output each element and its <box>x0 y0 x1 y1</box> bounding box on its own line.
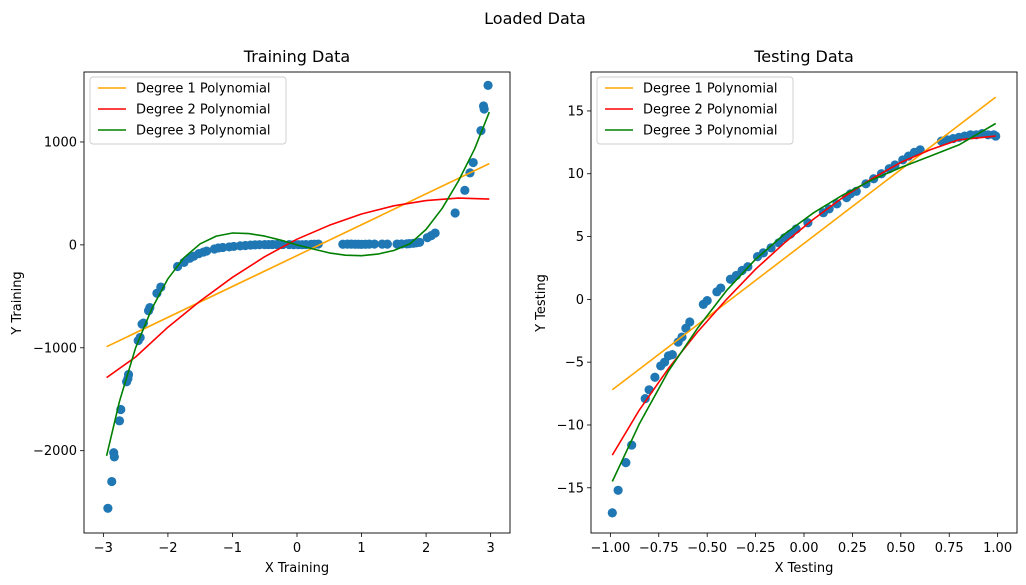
training-data-point <box>369 239 380 249</box>
training-legend: Degree 1 Polynomial Degree 2 Polynomial De… <box>89 76 287 145</box>
training-y-tick-label: −2000 <box>33 444 77 459</box>
testing-y-tick-label: −5 <box>565 356 584 371</box>
testing-data-point <box>644 385 654 395</box>
training-data-point <box>415 237 425 247</box>
testing-data-point <box>766 243 776 253</box>
training-series-line-degree-3 <box>105 111 491 456</box>
testing-y-tick-label: 10 <box>567 167 584 182</box>
testing-legend-label-degree-2: Degree 2 Polynomial <box>643 103 778 118</box>
testing-data-point <box>702 296 712 306</box>
training-legend-label-degree-1: Degree 1 Polynomial <box>136 82 271 97</box>
training-x-tick-label: 0 <box>293 541 301 556</box>
figure-title: Loaded Data <box>484 9 586 28</box>
testing-data-point <box>613 485 623 495</box>
training-data-point <box>109 452 119 462</box>
testing-y-tick-label: 15 <box>567 104 584 119</box>
training-plot-area <box>103 80 493 513</box>
testing-data-point <box>667 350 677 360</box>
testing-y-tick-label: 0 <box>576 293 584 308</box>
testing-y-axis-label: Y Testing <box>534 274 549 333</box>
training-data-point <box>430 228 440 238</box>
testing-x-tick-label: 0.50 <box>886 541 915 556</box>
training-data-point <box>114 416 125 426</box>
testing-panel: Testing Data X Testing Y Testing −1.00 −0… <box>534 47 1018 576</box>
training-y-tick-label: 0 <box>69 238 77 253</box>
testing-x-tick-label: 0.75 <box>935 541 964 556</box>
training-data-point <box>450 208 460 218</box>
training-y-axis-label: Y Training <box>10 271 25 335</box>
testing-x-tick-label: −0.25 <box>736 541 776 556</box>
testing-x-tick-label: −1.00 <box>590 541 630 556</box>
training-x-tick-label: 3 <box>486 541 494 556</box>
training-data-point <box>103 503 113 513</box>
training-data-point <box>479 104 489 114</box>
training-data-point <box>460 185 470 195</box>
testing-x-tick-label: 1.00 <box>983 541 1012 556</box>
testing-data-point <box>991 131 1001 141</box>
testing-series-line-degree-2 <box>611 135 996 456</box>
testing-plot-area <box>607 96 1001 518</box>
testing-data-point <box>607 508 617 518</box>
training-data-point <box>278 239 288 250</box>
testing-x-tick-label: −0.50 <box>687 541 727 556</box>
testing-y-tick-label: −15 <box>557 481 584 496</box>
testing-legend: Degree 1 Polynomial Degree 2 Polynomial De… <box>596 76 794 145</box>
testing-x-tick-label: −0.75 <box>639 541 679 556</box>
training-x-tick-label: 2 <box>422 541 430 556</box>
training-data-point <box>382 239 392 249</box>
training-y-tick-label: 1000 <box>44 135 77 150</box>
training-series-line-degree-2 <box>106 197 490 379</box>
training-x-tick-label: 1 <box>357 541 365 556</box>
testing-data-point <box>640 393 650 404</box>
testing-x-axis-label: X Testing <box>775 561 834 576</box>
training-legend-label-degree-2: Degree 2 Polynomial <box>136 103 271 118</box>
testing-y-tick-label: 5 <box>576 230 584 245</box>
training-x-axis-label: X Training <box>265 561 329 576</box>
testing-legend-box <box>596 76 794 145</box>
testing-axes-frame <box>590 71 1018 534</box>
training-series-line-degree-1 <box>106 162 490 348</box>
training-x-tick-label: −3 <box>94 541 113 556</box>
testing-title: Testing Data <box>753 47 854 66</box>
training-panel: Training Data X Training Y Training −3 −2… <box>10 47 511 576</box>
testing-data-point <box>716 283 726 293</box>
training-data-point <box>202 246 212 256</box>
testing-legend-label-degree-1: Degree 1 Polynomial <box>643 82 778 97</box>
training-x-tick-label: −1 <box>223 541 242 556</box>
testing-data-point <box>650 372 660 382</box>
training-data-point <box>468 157 478 168</box>
testing-data-point <box>627 440 637 450</box>
testing-y-tick-label: −10 <box>557 418 584 433</box>
testing-legend-label-degree-3: Degree 3 Polynomial <box>643 124 778 139</box>
testing-data-point <box>621 458 631 468</box>
training-data-point <box>483 80 493 90</box>
training-x-tick-label: −2 <box>158 541 177 556</box>
training-title: Training Data <box>243 47 350 66</box>
testing-x-tick-label: 0.00 <box>790 541 819 556</box>
training-legend-box <box>89 76 287 145</box>
training-legend-label-degree-3: Degree 3 Polynomial <box>136 124 271 139</box>
training-data-point <box>107 476 117 487</box>
testing-series-line-degree-1 <box>611 96 997 391</box>
testing-series-line-degree-3 <box>611 122 997 482</box>
testing-x-tick-label: 0.25 <box>838 541 867 556</box>
testing-data-point <box>685 317 695 327</box>
training-axes-frame <box>83 71 511 534</box>
testing-data-point <box>832 199 842 209</box>
training-y-tick-label: −1000 <box>33 341 77 356</box>
